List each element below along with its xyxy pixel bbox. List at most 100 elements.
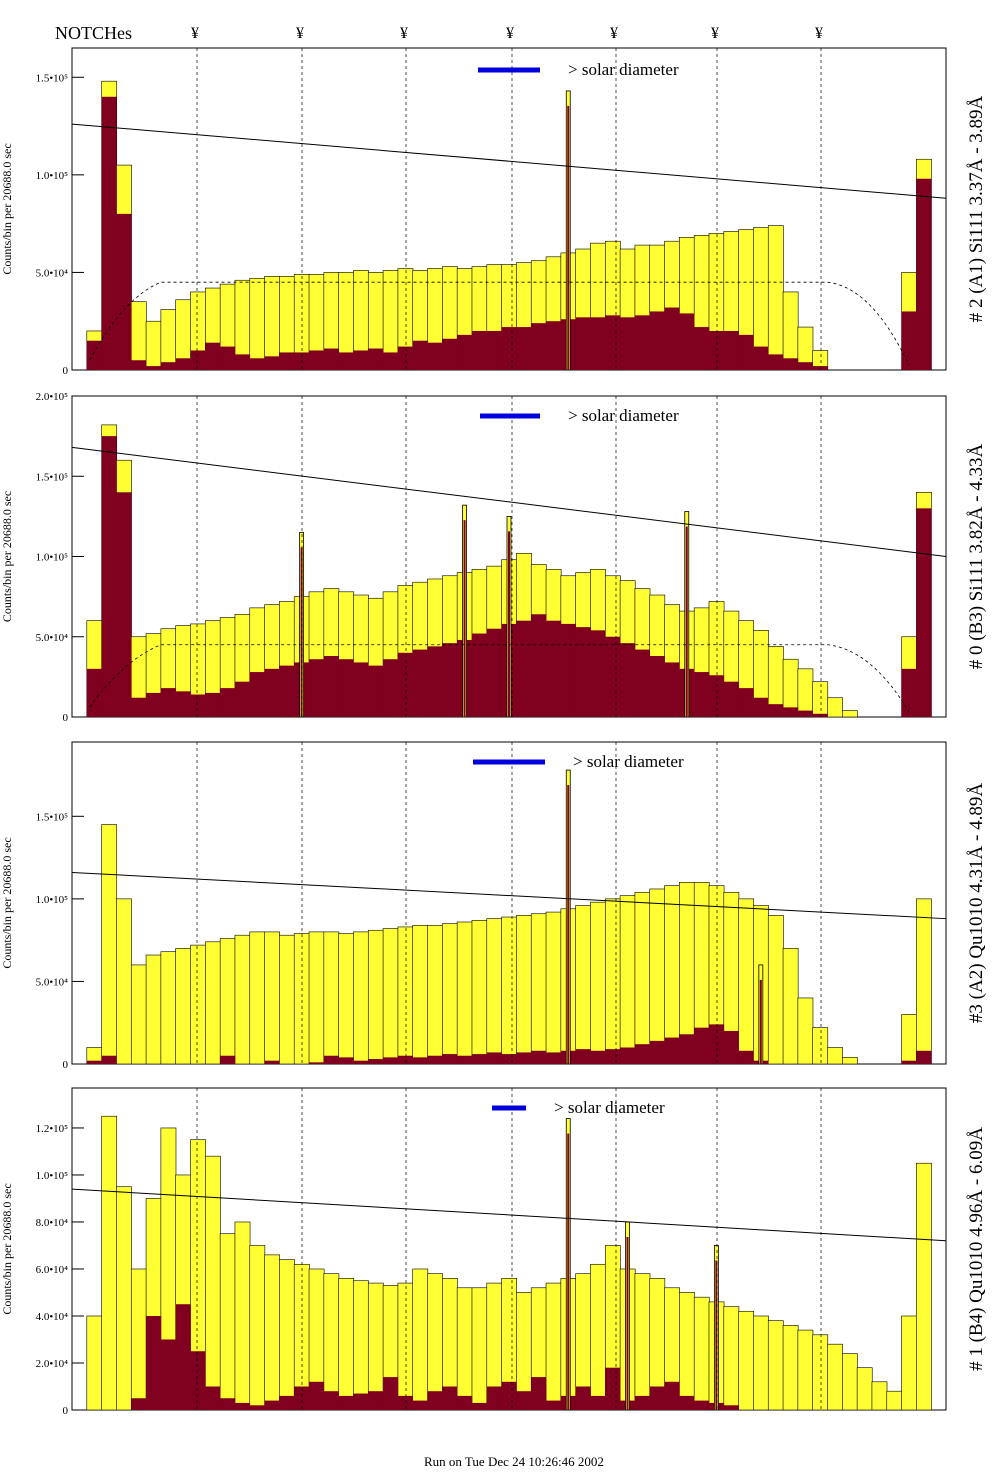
- bar-total-47: [767, 225, 784, 371]
- bar-source-2: [101, 1055, 117, 1064]
- bar-total-22: [397, 926, 414, 1065]
- bar-source-38: [634, 649, 651, 717]
- ytick-label-3: 6.0•10⁴: [36, 1264, 69, 1276]
- legend-label: > solar diameter: [568, 406, 679, 425]
- bar-source-56: [901, 1060, 917, 1064]
- ytick-label-2: 1.0•10⁵: [36, 552, 69, 564]
- bar-source-47: [768, 704, 784, 717]
- bar-source-44: [723, 1030, 739, 1064]
- bar-source-44: [723, 681, 739, 717]
- bar-total-56: [901, 1315, 917, 1411]
- ytick-label-1: 2.0•10⁴: [36, 1358, 69, 1370]
- bar-source-49: [797, 710, 813, 717]
- bar-total-38: [634, 891, 651, 1065]
- spike-source-1: [463, 520, 466, 717]
- bar-source-28: [486, 628, 502, 717]
- bar-source-36: [605, 1049, 621, 1064]
- bar-source-11: [234, 1402, 251, 1410]
- bar-source-10: [220, 1398, 236, 1410]
- bar-total-18: [338, 1278, 355, 1411]
- bar-total-5: [145, 320, 162, 371]
- bar-source-19: [353, 350, 369, 370]
- bar-total-47: [767, 915, 784, 1065]
- bar-total-6: [160, 309, 177, 371]
- bar-total-41: [679, 1292, 695, 1411]
- ytick-label-4: 8.0•10⁴: [36, 1217, 69, 1229]
- bar-total-19: [353, 1280, 369, 1411]
- bar-source-34: [575, 1049, 591, 1064]
- bar-source-34: [575, 317, 591, 370]
- bar-source-23: [412, 340, 428, 370]
- bar-total-37: [619, 895, 636, 1065]
- bar-source-20: [368, 1059, 384, 1064]
- bar-source-8: [190, 694, 206, 717]
- bar-source-36: [605, 1367, 621, 1410]
- bar-total-10: [219, 1233, 236, 1411]
- spike-source-1: [626, 1236, 629, 1410]
- bar-source-10: [220, 346, 236, 370]
- bar-source-36: [605, 315, 621, 370]
- bar-source-49: [797, 362, 813, 370]
- panel-3: 0 2.0•10⁴ 4.0•10⁴ 6.0•10⁴ 8.0•10⁴ 1.0•10⁵ 1.2•…: [0, 1087, 987, 1417]
- legend-label: > solar diameter: [554, 1098, 665, 1117]
- bar-source-16: [309, 659, 325, 717]
- bar-source-5: [146, 1315, 162, 1410]
- bar-source-7: [175, 691, 191, 717]
- spike-source-3: [685, 526, 688, 717]
- series-source: [86, 436, 932, 718]
- ytick-label-0: 0: [63, 365, 69, 377]
- legend-label: > solar diameter: [573, 752, 684, 771]
- bar-source-16: [309, 1381, 325, 1410]
- bar-source-30: [516, 620, 532, 717]
- bar-source-34: [575, 627, 591, 717]
- bar-total-26: [456, 921, 473, 1065]
- bar-source-50: [812, 713, 828, 717]
- bar-total-50: [812, 1334, 829, 1411]
- panel-2: 0 5.0•10⁴ 1.0•10⁵ 1.5•10⁵ Counts/bin per 206…: [0, 741, 987, 1071]
- ylabel: Counts/bin per 20688.0 sec: [0, 143, 14, 274]
- ytick-label-1: 5.0•10⁴: [36, 976, 69, 988]
- bar-total-25: [442, 923, 458, 1065]
- bar-source-1: [86, 1060, 102, 1064]
- bar-source-25: [442, 1054, 458, 1064]
- bar-total-12: [249, 1245, 266, 1411]
- bar-total-35: [590, 1263, 606, 1411]
- bar-source-31: [531, 614, 547, 717]
- bar-source-32: [546, 321, 562, 370]
- bar-source-6: [160, 1339, 176, 1410]
- notch-symbols: ¥ ¥ ¥ ¥ ¥ ¥ ¥: [191, 25, 823, 42]
- bar-source-45: [738, 1050, 754, 1064]
- bar-source-9: [205, 342, 221, 370]
- bar-total-31: [530, 913, 547, 1065]
- bar-source-39: [649, 656, 665, 717]
- bar-source-6: [160, 362, 176, 370]
- bar-source-40: [664, 1381, 680, 1410]
- bar-source-35: [590, 317, 606, 370]
- bar-source-18: [338, 659, 354, 717]
- bar-source-22: [397, 1055, 414, 1064]
- bar-source-18: [338, 352, 354, 370]
- bar-total-57: [916, 1162, 932, 1411]
- panel-1: 0 5.0•10⁴ 1.0•10⁵ 1.5•10⁵ 2.0•10⁵ Counts/bin …: [0, 391, 987, 724]
- bar-source-26: [457, 1395, 473, 1410]
- bar-source-42: [694, 1400, 710, 1410]
- bar-total-49: [797, 668, 814, 718]
- bar-source-57: [916, 1050, 932, 1064]
- bar-total-4: [130, 1268, 147, 1411]
- bar-source-44: [723, 1405, 739, 1410]
- bar-source-18: [338, 1057, 354, 1064]
- bar-source-17: [323, 656, 339, 717]
- bar-total-21: [382, 928, 399, 1065]
- legend-label: > solar diameter: [568, 60, 679, 79]
- spike-source-2: [715, 1260, 718, 1410]
- bar-source-3: [116, 213, 132, 370]
- bar-source-32: [546, 1052, 562, 1064]
- bar-source-11: [234, 354, 251, 370]
- bar-source-29: [501, 1054, 517, 1064]
- bar-source-41: [679, 1034, 695, 1064]
- spike-source-0: [567, 105, 570, 371]
- bar-source-28: [486, 330, 502, 370]
- bar-total-26: [456, 1287, 473, 1411]
- bar-source-12: [249, 358, 265, 370]
- bar-total-48: [782, 1325, 799, 1411]
